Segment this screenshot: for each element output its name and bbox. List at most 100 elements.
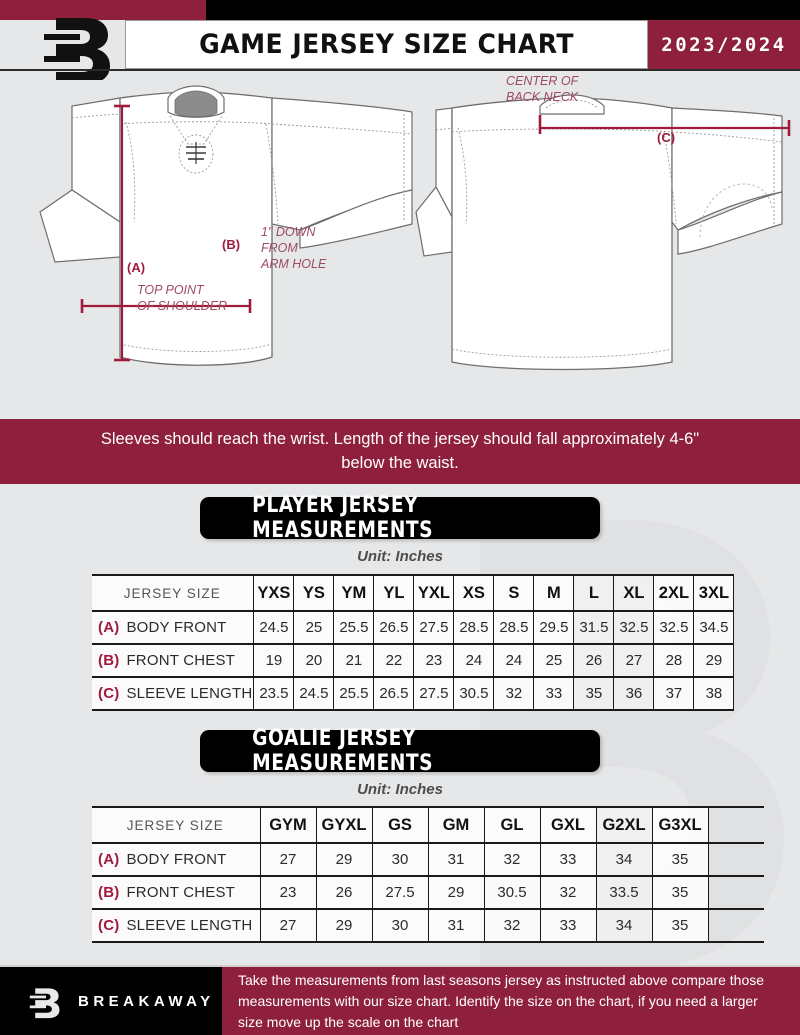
column-header-gxl: GXL bbox=[539, 806, 597, 844]
table-cell: 30.5 bbox=[453, 677, 495, 711]
column-header-2xl: 2XL bbox=[653, 574, 695, 612]
table-cell: 21 bbox=[333, 644, 375, 678]
front-jersey-drawing bbox=[39, 85, 413, 366]
goalie-table-body: (A) BODY FRONT 27 29 30 31 32 33 34 35 (B) FRONT CH… bbox=[92, 843, 764, 943]
table-cell: 36 bbox=[613, 677, 655, 711]
table-cell: 26 bbox=[315, 876, 373, 910]
table-cell: 35 bbox=[651, 843, 709, 877]
callout-b-line2: FROM bbox=[261, 241, 298, 255]
table-cell: 31.5 bbox=[573, 611, 615, 645]
table-cell: 29 bbox=[315, 843, 373, 877]
column-header-empty bbox=[707, 806, 764, 844]
top-accent-strip-black bbox=[206, 0, 800, 20]
table-cell: 35 bbox=[573, 677, 615, 711]
table-cell: 29 bbox=[693, 644, 735, 678]
callout-b-line3: ARM HOLE bbox=[260, 257, 327, 271]
table-cell: 28.5 bbox=[493, 611, 535, 645]
player-unit-label: Unit: Inches bbox=[357, 548, 443, 565]
goalie-section-heading: GOALIE JERSEY MEASUREMENTS bbox=[200, 726, 600, 776]
table-cell: 29 bbox=[427, 876, 485, 910]
player-table-header-row: JERSEY SIZE YXS YS YM YL YXL XS S M L XL 2XL 3XL bbox=[92, 574, 735, 612]
column-header-ys: YS bbox=[293, 574, 335, 612]
player-measurements-table: JERSEY SIZE YXS YS YM YL YXL XS S M L XL 2XL 3XL (A)… bbox=[92, 574, 735, 711]
callout-b-key: (B) bbox=[222, 237, 240, 252]
table-cell: 38 bbox=[693, 677, 735, 711]
goalie-unit-label: Unit: Inches bbox=[357, 781, 443, 798]
fit-note-banner: Sleeves should reach the wrist. Length o… bbox=[0, 419, 800, 484]
table-cell-empty bbox=[707, 843, 764, 877]
back-neck-label-line1: CENTER OF bbox=[506, 74, 580, 88]
column-header-yxs: YXS bbox=[253, 574, 295, 612]
row-label: (A) BODY FRONT bbox=[92, 611, 255, 645]
callout-a-line2: OF SHOULDER bbox=[137, 299, 227, 313]
column-header-l: L bbox=[573, 574, 615, 612]
goalie-measurements-table: JERSEY SIZE GYM GYXL GS GM GL GXL G2XL G3XL (A) B… bbox=[92, 806, 764, 943]
goalie-table-header-row: JERSEY SIZE GYM GYXL GS GM GL GXL G2XL G3XL bbox=[92, 806, 764, 844]
table-row: (A) BODY FRONT 27 29 30 31 32 33 34 35 bbox=[92, 843, 764, 877]
column-header-3xl: 3XL bbox=[693, 574, 735, 612]
table-cell: 34 bbox=[595, 843, 653, 877]
row-key: (B) bbox=[98, 884, 120, 901]
table-cell: 23 bbox=[259, 876, 317, 910]
player-section-heading: PLAYER JERSEY MEASUREMENTS bbox=[200, 493, 600, 543]
table-cell: 30.5 bbox=[483, 876, 541, 910]
page-title-box: GAME JERSEY SIZE CHART bbox=[125, 20, 648, 69]
table-cell: 33.5 bbox=[595, 876, 653, 910]
table-cell: 35 bbox=[651, 876, 709, 910]
row-label: (A) BODY FRONT bbox=[92, 843, 261, 877]
table-cell: 31 bbox=[427, 909, 485, 943]
callout-c-key: (C) bbox=[657, 130, 675, 145]
row-label: (B) FRONT CHEST bbox=[92, 876, 261, 910]
table-cell: 24.5 bbox=[253, 611, 295, 645]
column-header-yxl: YXL bbox=[413, 574, 455, 612]
row-key: (C) bbox=[98, 917, 120, 934]
table-cell: 32 bbox=[539, 876, 597, 910]
table-cell: 27 bbox=[259, 843, 317, 877]
table-cell: 28.5 bbox=[453, 611, 495, 645]
season-badge: 2023/2024 bbox=[648, 20, 800, 69]
breakaway-b-logo-icon bbox=[29, 988, 60, 1019]
player-table-body: (A) BODY FRONT 24.5 25 25.5 26.5 27.5 28.5 28.5 2… bbox=[92, 611, 735, 711]
table-cell: 26.5 bbox=[373, 611, 415, 645]
back-neck-label-line2: BACK NECK bbox=[506, 90, 579, 104]
table-cell: 25 bbox=[293, 611, 335, 645]
row-key: (A) bbox=[98, 619, 120, 636]
column-header-xs: XS bbox=[453, 574, 495, 612]
row-label: (C) SLEEVE LENGTH bbox=[92, 909, 261, 943]
top-accent-strip-maroon bbox=[0, 0, 206, 20]
table-row: (A) BODY FRONT 24.5 25 25.5 26.5 27.5 28.5 28.5 2… bbox=[92, 611, 735, 645]
row-label: (C) SLEEVE LENGTH bbox=[92, 677, 255, 711]
table-cell: 26 bbox=[573, 644, 615, 678]
column-header-g3xl: G3XL bbox=[651, 806, 709, 844]
page-header: GAME JERSEY SIZE CHART 2023/2024 bbox=[0, 18, 800, 84]
page-title: GAME JERSEY SIZE CHART bbox=[199, 29, 574, 60]
table-cell: 23 bbox=[413, 644, 455, 678]
column-header-ym: YM bbox=[333, 574, 375, 612]
table-cell: 28 bbox=[653, 644, 695, 678]
table-cell: 32.5 bbox=[613, 611, 655, 645]
table-cell: 27 bbox=[259, 909, 317, 943]
column-header-gyxl: GYXL bbox=[315, 806, 373, 844]
header-divider bbox=[0, 69, 800, 71]
table-cell: 24 bbox=[493, 644, 535, 678]
table-cell: 27 bbox=[613, 644, 655, 678]
column-header-g2xl: G2XL bbox=[595, 806, 653, 844]
fit-note-text: Sleeves should reach the wrist. Length o… bbox=[100, 429, 700, 472]
table-cell: 30 bbox=[371, 843, 429, 877]
column-header-s: S bbox=[493, 574, 535, 612]
table-cell: 31 bbox=[427, 843, 485, 877]
table-cell: 22 bbox=[373, 644, 415, 678]
table-cell: 32 bbox=[483, 843, 541, 877]
table-cell: 25 bbox=[533, 644, 575, 678]
footer-brand-block: BREAKAWAY bbox=[0, 967, 222, 1035]
table-cell: 33 bbox=[533, 677, 575, 711]
table-cell: 32 bbox=[493, 677, 535, 711]
table-cell: 32 bbox=[483, 909, 541, 943]
table-row: (C) SLEEVE LENGTH 27 29 30 31 32 33 34 35 bbox=[92, 909, 764, 943]
player-table-wrap: JERSEY SIZE YXS YS YM YL YXL XS S M L XL 2XL 3XL (A)… bbox=[92, 574, 735, 711]
back-jersey-drawing bbox=[415, 94, 791, 371]
table-cell: 32.5 bbox=[653, 611, 695, 645]
table-cell: 26.5 bbox=[373, 677, 415, 711]
table-cell: 27.5 bbox=[413, 677, 455, 711]
